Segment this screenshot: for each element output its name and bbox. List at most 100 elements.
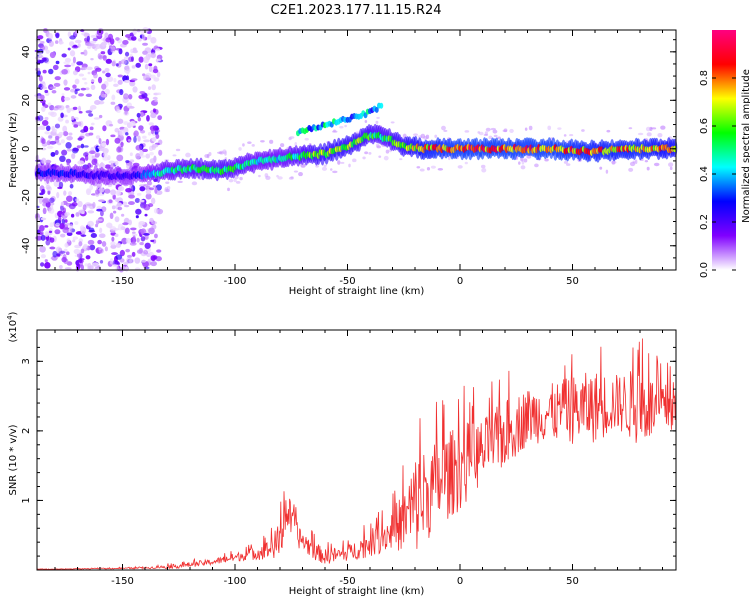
noise-cell: [112, 259, 119, 266]
noise-cell: [239, 176, 243, 181]
noise-cell: [90, 79, 96, 83]
noise-cell: [113, 77, 117, 83]
colorbar-label: Normalized spectral amplitude: [741, 69, 750, 223]
noise-cell: [81, 63, 88, 69]
noise-cell: [101, 142, 107, 147]
noise-cell: [128, 201, 135, 206]
noise-cell: [68, 191, 73, 196]
snr-x-axis-label: Height of straight line (km): [289, 586, 425, 597]
noise-cell: [234, 175, 239, 180]
noise-cell: [138, 247, 143, 254]
noise-cell: [65, 222, 71, 226]
noise-cell: [348, 163, 351, 168]
noise-cell: [84, 263, 89, 267]
noise-cell: [105, 138, 110, 146]
noise-cell: [117, 79, 123, 85]
noise-cell: [563, 160, 568, 164]
noise-cell: [80, 129, 86, 133]
noise-cell: [156, 92, 162, 96]
noise-cell: [144, 242, 151, 249]
noise-cell: [133, 136, 137, 143]
noise-cell: [74, 39, 82, 44]
noise-cell: [109, 124, 114, 127]
noise-cell: [59, 264, 63, 269]
noise-cell: [110, 101, 116, 105]
noise-cell: [87, 210, 95, 214]
noise-cell: [430, 165, 436, 169]
noise-cell: [492, 129, 498, 134]
noise-cell: [58, 41, 64, 45]
noise-cell: [89, 40, 97, 44]
noise-cell: [151, 84, 156, 91]
noise-cell: [76, 263, 81, 270]
noise-cell: [70, 88, 76, 93]
noise-cell: [520, 157, 524, 162]
noise-cell: [114, 127, 120, 133]
noise-cell: [47, 102, 52, 106]
noise-cell: [64, 219, 68, 223]
noise-cell: [61, 256, 67, 263]
noise-cell: [646, 166, 650, 171]
noise-cell: [364, 151, 369, 155]
colorbar-tick-label: 0.0: [699, 262, 710, 278]
noise-cell: [131, 78, 138, 81]
snr-panel: -150 -100 -50 0 50 1 2 3 Height of straight lin…: [6, 311, 677, 597]
noise-cell: [60, 233, 66, 238]
noise-cell: [59, 155, 66, 163]
noise-cell: [64, 267, 72, 270]
noise-cell: [660, 125, 666, 130]
noise-cell: [599, 166, 603, 170]
noise-cell: [67, 47, 71, 51]
noise-cell: [383, 155, 389, 161]
noise-cell: [139, 242, 144, 246]
noise-cell: [129, 80, 136, 87]
noise-cell: [58, 181, 64, 189]
noise-cell: [109, 258, 114, 265]
noise-cell: [82, 66, 87, 71]
noise-cell: [108, 160, 116, 164]
noise-cell: [113, 210, 117, 214]
noise-cell: [669, 166, 673, 171]
noise-cell: [59, 222, 65, 230]
noise-cell: [104, 67, 110, 73]
noise-cell: [74, 78, 80, 85]
noise-cell: [150, 112, 157, 119]
noise-cell: [628, 167, 634, 172]
noise-cell: [98, 233, 106, 239]
noise-cell: [148, 65, 153, 73]
noise-cell: [143, 203, 151, 211]
noise-cell: [119, 258, 125, 263]
noise-cell: [71, 121, 79, 126]
noise-cell: [646, 132, 652, 137]
noise-cell: [544, 158, 549, 162]
noise-cell: [69, 184, 74, 189]
noise-cell: [464, 130, 470, 133]
noise-cell: [55, 32, 60, 39]
noise-cell: [55, 246, 62, 253]
noise-cell: [76, 61, 84, 66]
noise-cell: [247, 141, 252, 145]
noise-cell: [96, 218, 103, 222]
noise-cell: [204, 154, 209, 158]
noise-cell: [437, 168, 444, 171]
snr-frame: [36, 329, 677, 571]
noise-cell: [132, 86, 138, 93]
noise-cell: [485, 127, 491, 132]
noise-cell: [63, 190, 67, 196]
noise-cell: [100, 92, 105, 97]
noise-cell: [480, 164, 486, 169]
snr-x-tick-label: -100: [224, 576, 247, 587]
noise-cell: [114, 216, 120, 223]
noise-cell: [150, 128, 155, 135]
noise-cell: [107, 154, 111, 161]
noise-cell: [63, 87, 71, 91]
spectrogram-x-axis-label: Height of straight line (km): [289, 286, 425, 297]
noise-cell: [116, 202, 123, 207]
noise-cell: [141, 34, 146, 41]
noise-cell: [399, 158, 403, 161]
noise-cell: [66, 162, 70, 166]
noise-cell: [127, 139, 131, 142]
noise-cell: [126, 254, 133, 258]
noise-cell: [73, 248, 81, 255]
noise-cell: [61, 68, 68, 75]
